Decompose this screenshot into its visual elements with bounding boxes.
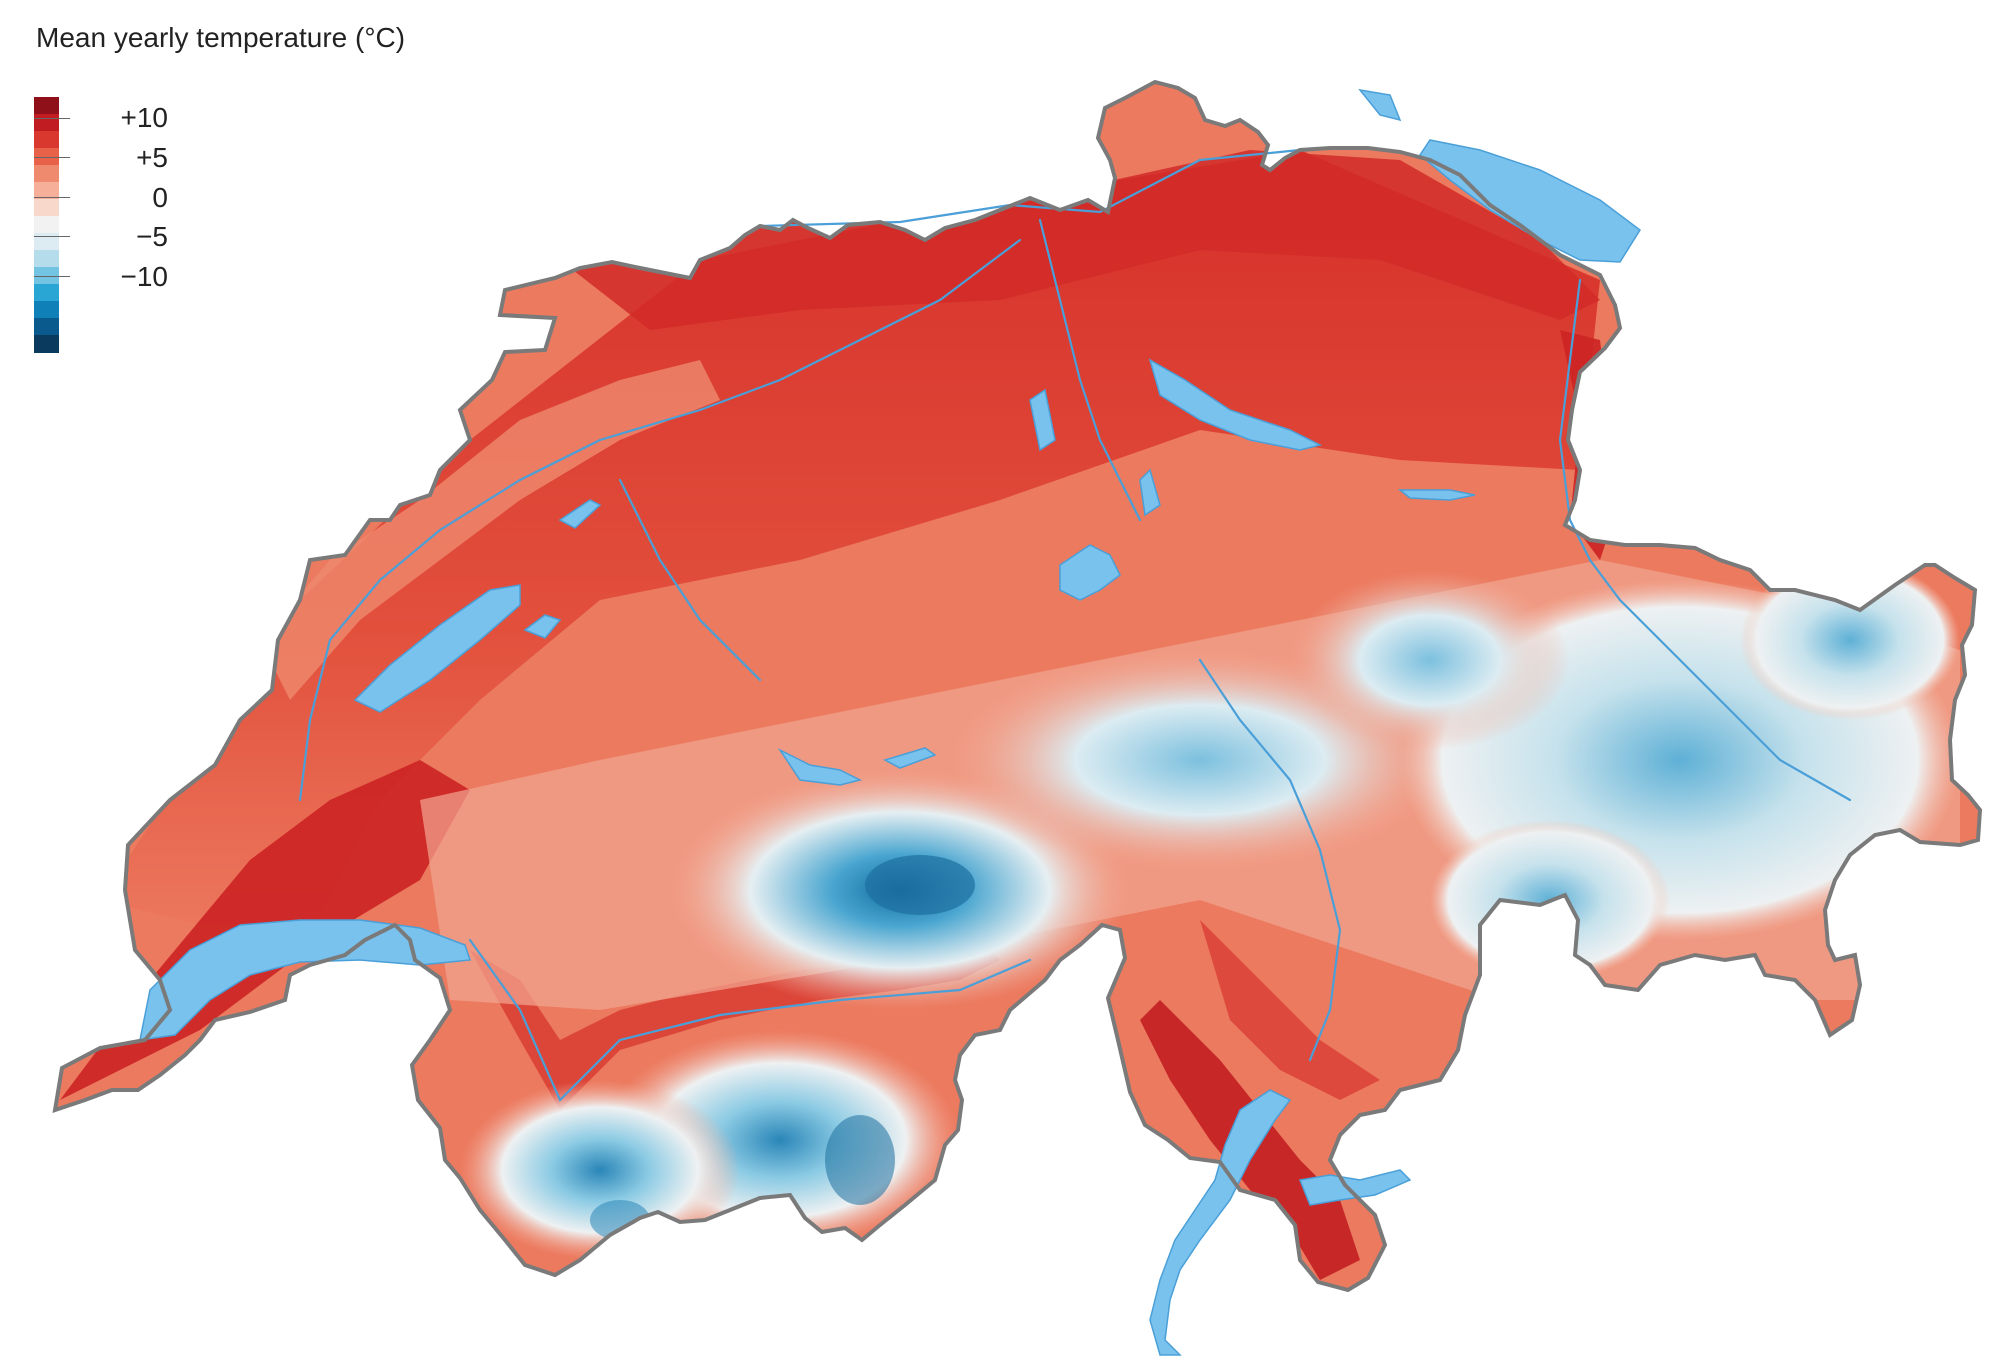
legend-color-band <box>34 284 59 302</box>
legend-label-minus10: −10 <box>120 261 169 292</box>
legend-color-band <box>34 267 59 285</box>
legend-tick-plus5 <box>34 157 70 158</box>
color-legend: +10 +5 0 −5 −10 <box>34 97 194 357</box>
legend-color-band <box>34 216 59 234</box>
lakes <box>139 88 1642 1356</box>
lake-murten <box>523 614 562 639</box>
legend-color-band <box>34 131 59 149</box>
legend-color-band <box>34 97 59 115</box>
legend-label-plus5: +5 <box>136 142 168 173</box>
legend-color-band <box>34 301 59 319</box>
legend-color-band <box>34 199 59 217</box>
legend-tick-minus5 <box>34 236 70 237</box>
legend-title: Mean yearly temperature (°C) <box>36 22 406 53</box>
lake-hallwil <box>1029 388 1056 452</box>
alpine-rhine-inn-river <box>1558 278 1852 802</box>
legend-tick-0 <box>34 197 70 198</box>
lake-brienz <box>883 747 937 769</box>
aare-river <box>298 238 1022 802</box>
legend-tick-plus10 <box>34 118 70 119</box>
legend-color-band <box>34 250 59 268</box>
legend-color-band <box>34 182 59 200</box>
legend-color-band <box>34 148 59 166</box>
lake-neuchatel <box>353 584 521 713</box>
lake-walen <box>1397 489 1476 501</box>
legend-label-plus10: +10 <box>120 102 169 133</box>
legend-label-0: 0 <box>152 182 168 213</box>
legend-tick-minus10 <box>34 276 70 277</box>
rhone-river <box>468 938 1032 1102</box>
reuss-river <box>1038 218 1142 522</box>
legend-color-band <box>34 233 59 251</box>
lake-zurich <box>1148 358 1323 451</box>
ticino-river <box>1198 658 1342 1062</box>
legend-color-band <box>34 165 59 183</box>
lake-sempach <box>1139 468 1161 517</box>
legend-label-minus5: −5 <box>136 221 168 252</box>
lake-constance <box>1358 88 1642 263</box>
rivers <box>298 148 1852 1102</box>
lake-lucerne <box>1059 544 1121 601</box>
lake-geneva <box>139 919 472 1041</box>
legend-color-band <box>34 318 59 336</box>
emme-river <box>618 478 762 682</box>
legend-color-band <box>34 335 59 353</box>
lake-biel <box>558 499 602 529</box>
lake-thun <box>777 748 863 786</box>
lake-maggiore <box>1149 1089 1292 1356</box>
